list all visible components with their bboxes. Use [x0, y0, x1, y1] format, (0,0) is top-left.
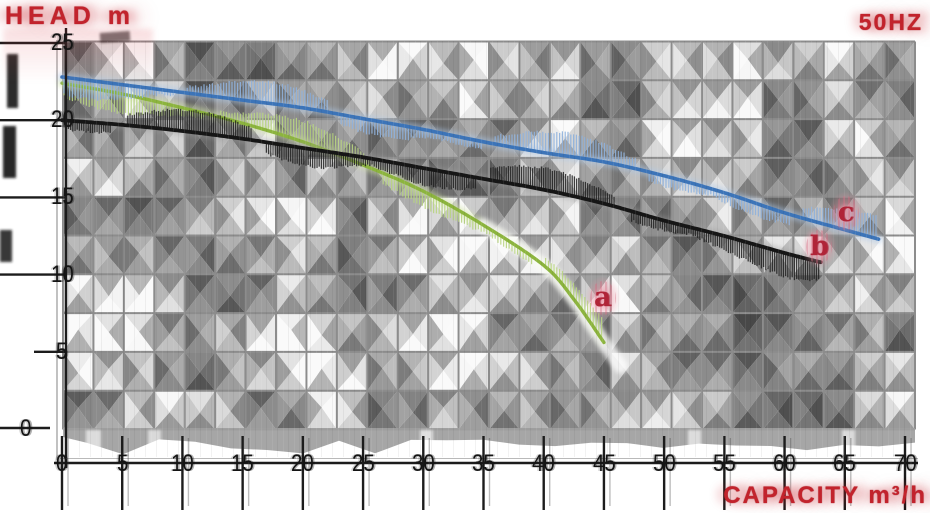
y-axis-title: HEAD m [5, 2, 136, 30]
curve-label-b: b [801, 224, 838, 269]
x-tick-label: 20 [291, 450, 315, 477]
curve-label-c: c [827, 190, 864, 235]
x-tick-label: 0 [56, 450, 68, 477]
y-tick-label: 0 [20, 415, 32, 442]
x-tick-label: 55 [712, 450, 736, 477]
frequency-label: 50HZ [858, 9, 923, 35]
x-tick-label: 5 [116, 450, 128, 477]
y-tick-label: 25 [50, 29, 74, 56]
y-tick-label: 15 [50, 183, 74, 211]
y-tick-label: 5 [56, 337, 68, 365]
x-axis-title: CAPACITY m³/h [723, 482, 927, 509]
x-tick-label: 10 [171, 450, 194, 477]
x-tick-label: 70 [893, 450, 917, 477]
x-tick-label: 65 [833, 450, 857, 477]
curve-label-b-text: b [810, 231, 829, 263]
curve-label-c-text: c [837, 197, 855, 229]
x-tick-label: 30 [411, 450, 435, 477]
x-tick-label: 25 [351, 450, 375, 477]
x-tick-label: 50 [652, 450, 676, 477]
x-tick-label: 60 [773, 450, 796, 477]
y-tick-label: 10 [50, 260, 74, 288]
x-tick-label: 15 [231, 450, 254, 477]
x-tick-label: 45 [592, 450, 616, 477]
curve-label-a: a [584, 275, 621, 320]
x-tick-label: 35 [472, 450, 495, 477]
curve-label-a-text: a [593, 282, 612, 314]
y-tick-label: 20 [50, 106, 74, 134]
x-tick-label: 40 [532, 450, 556, 477]
